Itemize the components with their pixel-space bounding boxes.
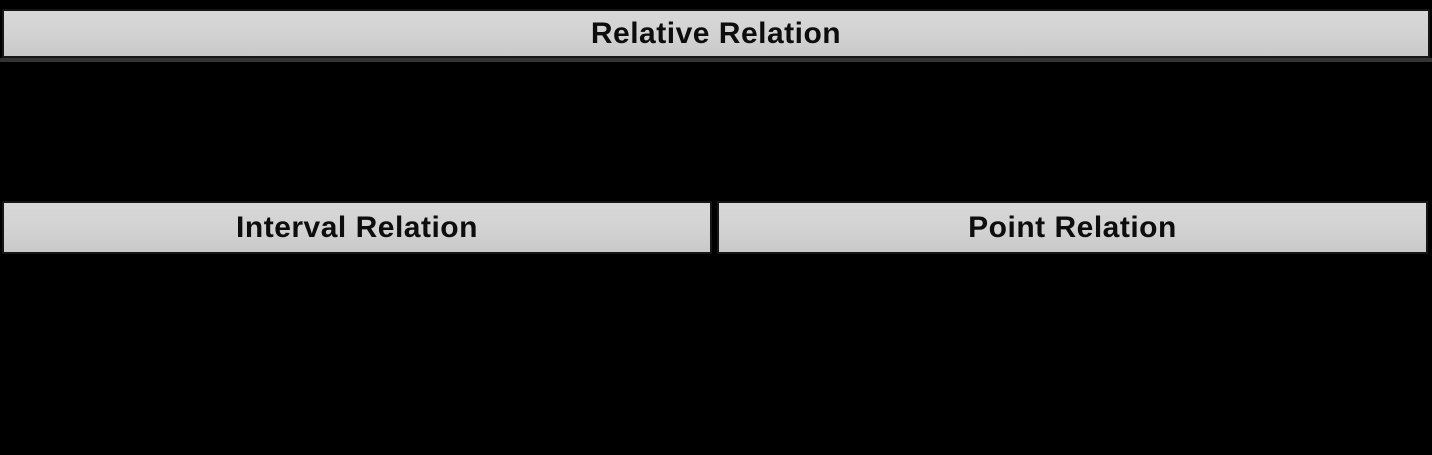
interval-relation-header: Interval Relation bbox=[2, 201, 712, 254]
point-relation-title: Point Relation bbox=[968, 210, 1177, 244]
relative-relation-header: Relative Relation bbox=[2, 9, 1430, 58]
horizontal-divider bbox=[0, 58, 1432, 62]
relative-relation-title: Relative Relation bbox=[590, 16, 842, 50]
interval-relation-title: Interval Relation bbox=[236, 210, 478, 244]
point-relation-header: Point Relation bbox=[717, 201, 1428, 254]
